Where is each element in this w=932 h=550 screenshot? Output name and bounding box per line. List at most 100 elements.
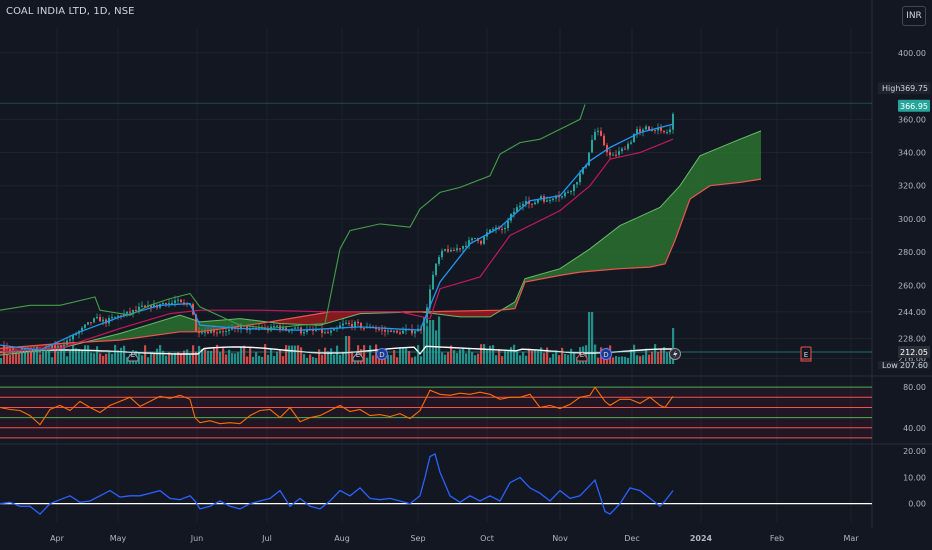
- earnings-marker[interactable]: E: [352, 351, 364, 362]
- earnings-marker[interactable]: E: [127, 351, 139, 362]
- candle-body: [393, 330, 395, 333]
- candle-body: [222, 331, 224, 333]
- volume-bar: [180, 353, 183, 364]
- month-tick-label: Mar: [843, 534, 859, 543]
- candle-body: [456, 248, 458, 251]
- price-tick-label: 244.00: [898, 308, 926, 317]
- candle-body: [150, 305, 152, 308]
- macd-tick-label: 0.00: [908, 500, 926, 509]
- flash-marker[interactable]: [669, 348, 681, 360]
- volume-bar: [546, 347, 549, 364]
- candle-body: [612, 154, 614, 156]
- candle-body: [339, 325, 341, 329]
- reference-price-label-bg: [898, 346, 930, 358]
- candle-body: [60, 346, 62, 348]
- volume-bar: [408, 351, 411, 364]
- candle-body: [111, 317, 113, 319]
- currency-button[interactable]: INR: [902, 6, 926, 26]
- volume-bar: [6, 353, 9, 364]
- volume-bar: [411, 357, 414, 364]
- volume-bar: [318, 349, 321, 364]
- volume-bar: [672, 328, 675, 364]
- volume-bar: [147, 357, 150, 364]
- candle-body: [555, 195, 557, 199]
- candle-body: [429, 289, 431, 308]
- earnings-marker[interactable]: E: [576, 351, 588, 362]
- volume-bar: [24, 347, 27, 364]
- candle-body: [435, 263, 437, 275]
- candle-body: [531, 203, 533, 205]
- candle-body: [315, 329, 317, 331]
- candle-body: [384, 329, 386, 332]
- volume-bar: [222, 348, 225, 364]
- volume-bar: [483, 344, 486, 364]
- candle-body: [273, 326, 275, 328]
- volume-bar: [471, 352, 474, 364]
- candle-body: [615, 154, 617, 156]
- volume-bar: [168, 352, 171, 364]
- candle-body: [645, 126, 647, 130]
- candle-body: [378, 329, 380, 331]
- candle-body: [333, 328, 335, 331]
- month-tick-label: Dec: [624, 534, 639, 543]
- candle-body: [168, 303, 170, 305]
- volume-bar: [303, 354, 306, 364]
- high-label-bg: [878, 82, 930, 95]
- candle-body: [606, 145, 608, 153]
- price-tick-label: 280.00: [898, 248, 926, 257]
- macd-tick-label: 20.00: [903, 447, 926, 456]
- volume-bar: [531, 350, 534, 364]
- candle-body: [423, 323, 425, 331]
- candle-body: [633, 133, 635, 143]
- candle-body: [672, 113, 674, 130]
- candle-body: [519, 205, 521, 208]
- marker-label: D: [379, 351, 384, 359]
- volume-bar: [348, 336, 351, 364]
- volume-bar: [18, 353, 21, 364]
- volume-bar: [399, 347, 402, 364]
- volume-bar: [105, 353, 108, 364]
- volume-bar: [393, 350, 396, 364]
- candle-body: [582, 167, 584, 174]
- volume-bar: [306, 357, 309, 364]
- candle-body: [438, 257, 440, 264]
- volume-bar: [267, 354, 270, 364]
- candle-body: [72, 334, 74, 340]
- candle-body: [657, 127, 659, 131]
- macd-line: [0, 452, 674, 515]
- volume-bar: [570, 348, 573, 364]
- volume-bar: [447, 352, 450, 364]
- price-tick-label: 300.00: [898, 215, 926, 224]
- candle-body: [396, 330, 398, 333]
- candle-body: [459, 248, 461, 250]
- candle-body: [576, 182, 578, 185]
- volume-bar: [498, 348, 501, 364]
- candle-body: [516, 207, 518, 212]
- dividend-marker[interactable]: D: [600, 348, 612, 360]
- volume-bar: [324, 347, 327, 364]
- volume-bar: [276, 351, 279, 364]
- low-label-bg: [878, 361, 930, 369]
- earnings-marker[interactable]: E: [800, 346, 812, 362]
- candle-body: [642, 129, 644, 132]
- candle-body: [504, 227, 506, 229]
- volume-bar: [312, 356, 315, 364]
- volume-bar: [285, 345, 288, 364]
- candle-body: [666, 132, 668, 134]
- volume-bar: [423, 316, 426, 364]
- earnings-shape: [576, 351, 588, 362]
- dividend-marker[interactable]: D: [376, 348, 388, 360]
- candle-body: [540, 196, 542, 200]
- volume-bar: [345, 336, 348, 364]
- candle-body: [621, 148, 623, 152]
- volume-bar: [633, 344, 636, 364]
- volume-bar: [111, 353, 114, 364]
- candle-body: [507, 220, 509, 228]
- candle-body: [501, 228, 503, 230]
- candle-body: [654, 129, 656, 131]
- leading-span-b-line: [0, 178, 762, 349]
- volume-bar: [291, 345, 294, 364]
- candle-body: [276, 325, 278, 327]
